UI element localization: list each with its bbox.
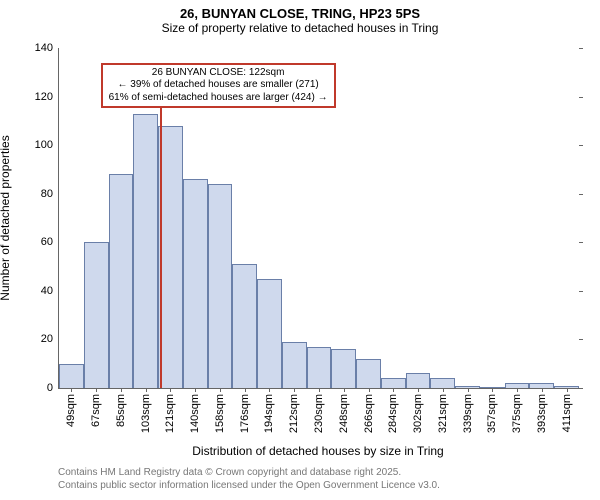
- x-tick-label: 321sqm: [437, 388, 449, 433]
- x-tick-mark: [269, 388, 270, 392]
- x-tick-mark: [443, 388, 444, 392]
- y-tick-mark: [579, 145, 583, 146]
- y-tick-label: 20: [41, 333, 59, 345]
- plot-area: 02040608010012014049sqm67sqm85sqm103sqm1…: [58, 48, 579, 389]
- x-tick-mark: [542, 388, 543, 392]
- x-tick-mark: [195, 388, 196, 392]
- x-tick-label: 212sqm: [288, 388, 300, 433]
- footer-line1: Contains HM Land Registry data © Crown c…: [58, 466, 440, 479]
- y-tick-mark: [579, 388, 583, 389]
- x-tick-mark: [393, 388, 394, 392]
- x-tick-mark: [567, 388, 568, 392]
- y-tick-mark: [579, 339, 583, 340]
- histogram-bar: [356, 359, 381, 388]
- histogram-bar: [331, 349, 356, 388]
- x-tick-label: 140sqm: [189, 388, 201, 433]
- x-tick-mark: [517, 388, 518, 392]
- histogram-bar: [183, 179, 208, 388]
- histogram-bar: [59, 364, 84, 388]
- x-tick-mark: [170, 388, 171, 392]
- x-tick-label: 158sqm: [214, 388, 226, 433]
- x-axis-label: Distribution of detached houses by size …: [58, 444, 578, 458]
- x-tick-label: 393sqm: [536, 388, 548, 433]
- y-tick-label: 120: [35, 91, 59, 103]
- histogram-bar: [282, 342, 307, 388]
- x-tick-label: 357sqm: [486, 388, 498, 433]
- histogram-bar: [430, 378, 455, 388]
- y-tick-mark: [579, 242, 583, 243]
- y-tick-mark: [579, 48, 583, 49]
- x-tick-mark: [468, 388, 469, 392]
- x-tick-label: 194sqm: [263, 388, 275, 433]
- histogram-bar: [406, 373, 431, 388]
- x-tick-label: 103sqm: [140, 388, 152, 433]
- x-tick-mark: [71, 388, 72, 392]
- x-tick-label: 49sqm: [65, 388, 77, 427]
- x-tick-label: 339sqm: [462, 388, 474, 433]
- x-tick-mark: [319, 388, 320, 392]
- y-tick-mark: [579, 97, 583, 98]
- x-tick-mark: [220, 388, 221, 392]
- histogram-bar: [381, 378, 406, 388]
- x-tick-label: 67sqm: [90, 388, 102, 427]
- x-tick-label: 284sqm: [387, 388, 399, 433]
- y-tick-mark: [579, 291, 583, 292]
- annotation-line1: 26 BUNYAN CLOSE: 122sqm: [109, 67, 328, 80]
- histogram-bar: [208, 184, 233, 388]
- y-axis-label: Number of detached properties: [0, 135, 12, 300]
- annotation-line2: ← 39% of detached houses are smaller (27…: [109, 79, 328, 92]
- x-tick-label: 302sqm: [412, 388, 424, 433]
- x-tick-mark: [294, 388, 295, 392]
- x-tick-mark: [96, 388, 97, 392]
- chart-container: 26, BUNYAN CLOSE, TRING, HP23 5PS Size o…: [0, 0, 600, 500]
- x-tick-mark: [492, 388, 493, 392]
- reference-marker-line: [160, 63, 162, 388]
- x-tick-label: 375sqm: [511, 388, 523, 433]
- x-tick-mark: [146, 388, 147, 392]
- y-tick-label: 0: [47, 382, 59, 394]
- x-tick-label: 230sqm: [313, 388, 325, 433]
- x-tick-label: 176sqm: [239, 388, 251, 433]
- footer-line2: Contains public sector information licen…: [58, 479, 440, 492]
- histogram-bar: [232, 264, 257, 388]
- histogram-bar: [109, 174, 134, 388]
- x-tick-mark: [418, 388, 419, 392]
- x-tick-label: 85sqm: [115, 388, 127, 427]
- histogram-bar: [133, 114, 158, 388]
- y-tick-label: 100: [35, 139, 59, 151]
- x-tick-mark: [344, 388, 345, 392]
- x-tick-label: 121sqm: [164, 388, 176, 433]
- histogram-bar: [307, 347, 332, 388]
- x-tick-label: 411sqm: [561, 388, 573, 432]
- y-tick-label: 60: [41, 236, 59, 248]
- x-tick-label: 248sqm: [338, 388, 350, 433]
- x-tick-mark: [121, 388, 122, 392]
- y-tick-label: 80: [41, 188, 59, 200]
- annotation-line3: 61% of semi-detached houses are larger (…: [109, 92, 328, 105]
- footer-attribution: Contains HM Land Registry data © Crown c…: [58, 466, 440, 492]
- histogram-bar: [257, 279, 282, 388]
- y-tick-mark: [579, 194, 583, 195]
- x-tick-mark: [245, 388, 246, 392]
- chart-title-line1: 26, BUNYAN CLOSE, TRING, HP23 5PS: [0, 0, 600, 21]
- annotation-box: 26 BUNYAN CLOSE: 122sqm← 39% of detached…: [101, 63, 336, 109]
- y-tick-label: 40: [41, 285, 59, 297]
- chart-title-line2: Size of property relative to detached ho…: [0, 21, 600, 35]
- histogram-bar: [84, 242, 109, 388]
- x-tick-label: 266sqm: [363, 388, 375, 433]
- x-tick-mark: [369, 388, 370, 392]
- y-tick-label: 140: [35, 42, 59, 54]
